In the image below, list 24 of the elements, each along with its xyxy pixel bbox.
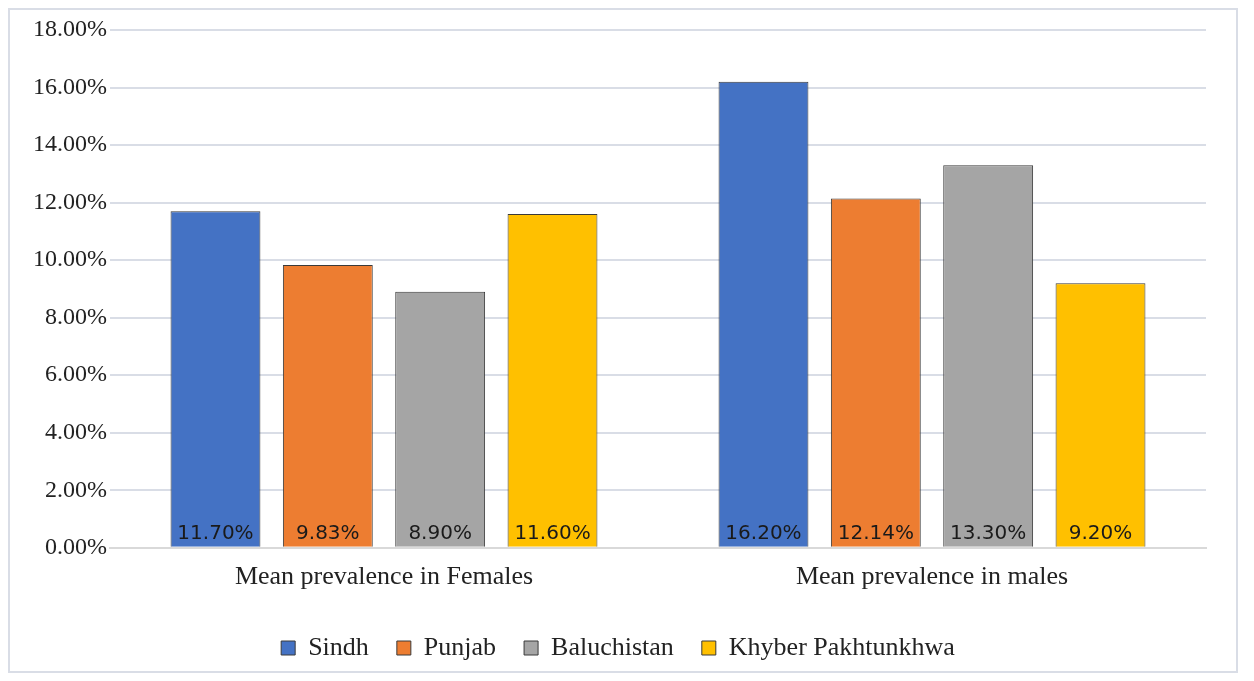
y-tick-label: 16.00% <box>32 72 107 99</box>
data-label: 8.90% <box>408 520 472 544</box>
y-tick-label: 0.00% <box>44 533 107 560</box>
y-tick-label: 12.00% <box>32 187 107 214</box>
legend-label: Baluchistan <box>551 631 674 661</box>
y-tick-label: 10.00% <box>32 245 107 272</box>
y-tick-label: 4.00% <box>44 418 107 445</box>
data-label: 9.83% <box>296 520 360 544</box>
legend-label: Khyber Pakhtunkhwa <box>728 631 956 661</box>
data-label: 9.20% <box>1068 520 1133 544</box>
legend-label: Sindh <box>308 631 369 661</box>
data-label: 11.60% <box>514 520 591 544</box>
y-tick-label: 18.00% <box>32 15 107 42</box>
legend-label: Punjab <box>423 631 497 661</box>
data-label: 11.70% <box>177 520 254 544</box>
data-label: 12.14% <box>837 520 914 544</box>
x-tick-label: Mean prevalence in Females <box>234 561 534 591</box>
y-tick-label: 8.00% <box>44 302 107 329</box>
y-tick-label: 14.00% <box>32 130 107 157</box>
data-label: 13.30% <box>950 520 1027 544</box>
x-tick-label: Mean prevalence in males <box>795 561 1069 591</box>
y-tick-label: 6.00% <box>44 360 107 387</box>
y-tick-label: 2.00% <box>44 475 107 502</box>
data-label: 16.20% <box>725 520 802 544</box>
